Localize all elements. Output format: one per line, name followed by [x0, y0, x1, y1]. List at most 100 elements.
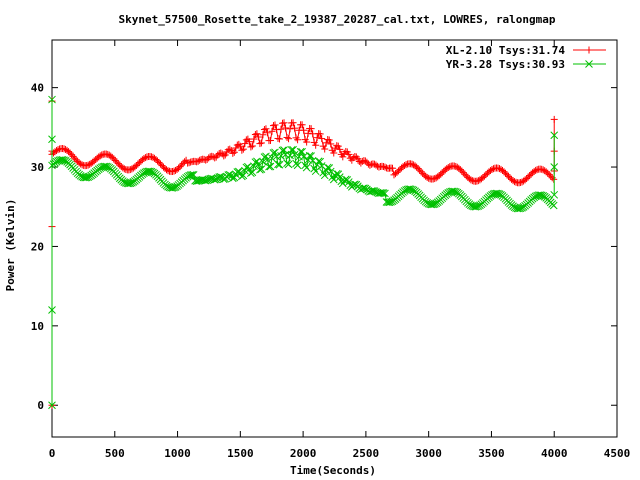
y-tick-label: 0	[37, 399, 44, 412]
marker-stroke	[289, 145, 297, 154]
marker-stroke	[254, 160, 263, 168]
marker-stroke	[274, 160, 282, 169]
marker-stroke	[369, 187, 377, 195]
data-point	[220, 152, 228, 160]
marker-stroke	[239, 171, 248, 180]
data-point	[163, 166, 171, 174]
marker-stroke	[316, 157, 325, 166]
data-point	[114, 160, 122, 168]
data-point	[241, 140, 249, 148]
data-point	[152, 155, 160, 163]
data-point	[113, 158, 121, 166]
data-point	[68, 151, 76, 159]
marker-stroke	[277, 152, 285, 160]
data-point	[132, 162, 140, 170]
data-point	[339, 153, 347, 161]
data-point	[221, 151, 229, 159]
marker-stroke	[494, 189, 502, 198]
y-tick-label: 40	[31, 82, 44, 95]
data-point	[296, 147, 305, 156]
data-point	[320, 171, 329, 180]
data-point	[98, 151, 106, 159]
data-point	[467, 176, 475, 184]
marker-stroke	[317, 162, 326, 170]
data-point	[260, 126, 268, 134]
data-point	[444, 164, 452, 172]
data-point	[437, 170, 445, 178]
series-line-segment	[294, 154, 297, 164]
marker-stroke	[510, 203, 519, 212]
data-point	[205, 154, 213, 162]
data-point	[330, 149, 338, 157]
marker-stroke	[296, 147, 305, 156]
marker-stroke	[186, 171, 195, 180]
data-point	[300, 126, 308, 134]
data-point	[257, 165, 266, 173]
data-point	[239, 145, 247, 153]
data-point	[309, 130, 317, 138]
x-tick-label: 500	[105, 447, 125, 460]
data-point	[298, 147, 306, 156]
x-tick-label: 4500	[604, 447, 631, 460]
data-point	[389, 164, 397, 172]
marker-stroke	[250, 162, 258, 171]
marker-stroke	[233, 168, 242, 176]
data-point	[488, 165, 496, 173]
data-point	[532, 166, 540, 174]
data-point	[78, 161, 86, 169]
marker-stroke	[427, 200, 436, 209]
marker-stroke	[384, 198, 392, 207]
marker-stroke	[323, 163, 332, 172]
data-point	[185, 159, 193, 167]
data-point	[238, 146, 246, 154]
data-point	[276, 135, 284, 143]
marker-stroke	[585, 60, 593, 68]
spike-point	[48, 135, 56, 144]
chart-title: Skynet_57500_Rosette_take_2_19387_20287_…	[118, 13, 555, 26]
marker-stroke	[298, 147, 306, 156]
spike-point	[48, 401, 56, 410]
data-point	[316, 130, 324, 138]
marker-stroke	[265, 162, 273, 171]
data-point	[378, 188, 386, 197]
data-point	[318, 135, 326, 143]
data-point	[178, 161, 186, 169]
data-point	[71, 154, 79, 162]
marker-stroke	[451, 188, 460, 196]
marker-stroke	[227, 171, 236, 180]
data-point	[170, 167, 178, 175]
data-point	[186, 171, 195, 180]
series-line-segment	[285, 154, 288, 164]
series-line-segment	[321, 165, 324, 173]
data-point	[248, 142, 256, 150]
data-point	[271, 121, 279, 129]
data-point	[104, 150, 112, 158]
data-point	[111, 156, 119, 164]
marker-stroke	[405, 185, 413, 193]
data-point	[248, 168, 257, 177]
data-point	[266, 162, 275, 171]
data-point	[242, 136, 250, 144]
marker-stroke	[311, 167, 320, 176]
marker-stroke	[305, 151, 314, 160]
data-point	[325, 136, 333, 144]
marker-stroke	[350, 180, 359, 189]
marker-stroke	[124, 179, 133, 188]
data-point	[405, 185, 413, 193]
spike-point	[48, 306, 56, 314]
data-point	[446, 163, 454, 171]
data-point	[262, 125, 270, 133]
data-point	[414, 165, 422, 173]
marker-stroke	[310, 164, 319, 173]
data-point	[316, 157, 325, 166]
data-point	[345, 150, 353, 158]
data-point	[302, 163, 311, 172]
data-point	[217, 149, 225, 157]
series-line-segment	[288, 155, 291, 165]
data-point	[294, 136, 302, 144]
marker-stroke	[228, 174, 237, 183]
data-point	[336, 145, 344, 153]
marker-stroke	[293, 161, 302, 170]
marker-stroke	[314, 157, 323, 166]
